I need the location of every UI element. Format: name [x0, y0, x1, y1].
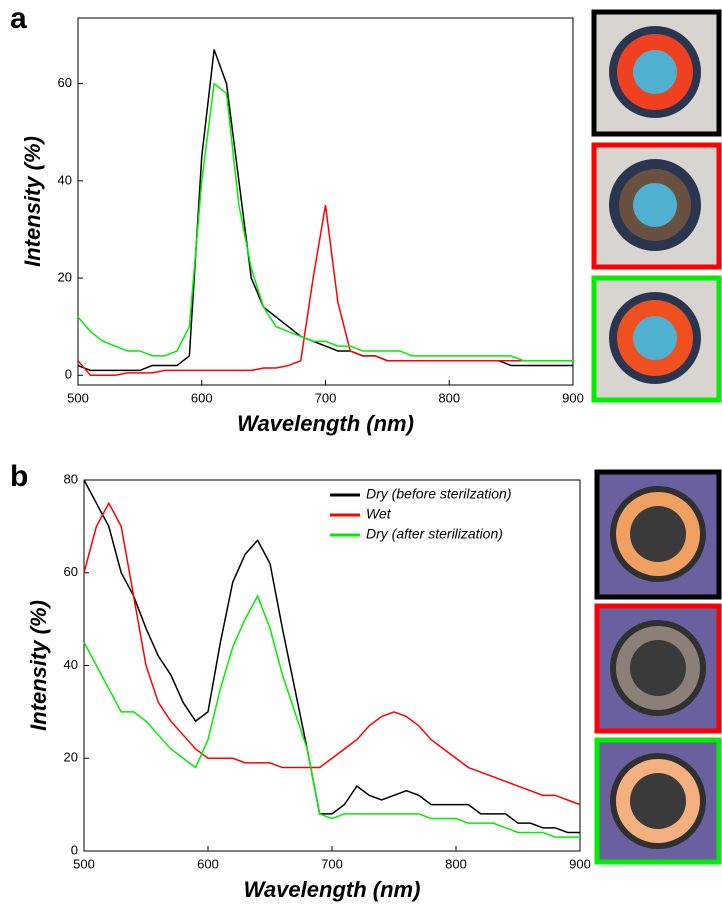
y-tick-label: 20 [58, 269, 72, 284]
photos [591, 9, 722, 865]
x-tick-label: 700 [321, 856, 343, 871]
series-line [83, 479, 580, 834]
y-tick-label: 20 [64, 750, 78, 765]
y-axis-label: Intensity (%) [26, 600, 51, 731]
x-axis-label: Wavelength (nm) [244, 877, 421, 902]
y-axis-label: Intensity (%) [20, 136, 45, 267]
y-tick-label: 40 [58, 172, 72, 187]
y-tick-label: 60 [64, 564, 78, 579]
panel-label: a [10, 2, 27, 35]
y-tick-label: 0 [65, 367, 72, 382]
y-tick-label: 40 [64, 657, 78, 672]
legend-label: Dry (before sterilzation) [366, 486, 512, 502]
legend-label: Wet [366, 506, 392, 522]
photo-disc [630, 506, 686, 562]
x-tick-label: 500 [73, 856, 95, 871]
y-tick-label: 60 [58, 75, 72, 90]
series-line [77, 205, 573, 377]
x-tick-label: 800 [438, 390, 460, 405]
x-tick-label: 600 [197, 856, 219, 871]
legend-label: Dry (after sterilization) [366, 526, 503, 542]
series-line [77, 82, 573, 362]
photo-disc [630, 773, 686, 829]
y-tick-label: 80 [64, 471, 78, 486]
x-tick-label: 800 [445, 856, 467, 871]
photo-disc [630, 640, 686, 696]
series-line [83, 594, 580, 838]
photo-disc [633, 50, 677, 94]
photo-disc [633, 183, 677, 227]
y-tick-label: 0 [71, 842, 78, 857]
plot-frame [77, 17, 574, 386]
x-tick-label: 900 [569, 856, 591, 871]
x-tick-label: 600 [191, 390, 213, 405]
photo-disc [633, 316, 677, 360]
x-tick-label: 500 [67, 390, 89, 405]
panel-label: b [10, 460, 28, 493]
x-tick-label: 900 [562, 390, 584, 405]
series-line [83, 501, 581, 806]
x-axis-label: Wavelength (nm) [237, 411, 414, 436]
x-tick-label: 700 [315, 390, 337, 405]
